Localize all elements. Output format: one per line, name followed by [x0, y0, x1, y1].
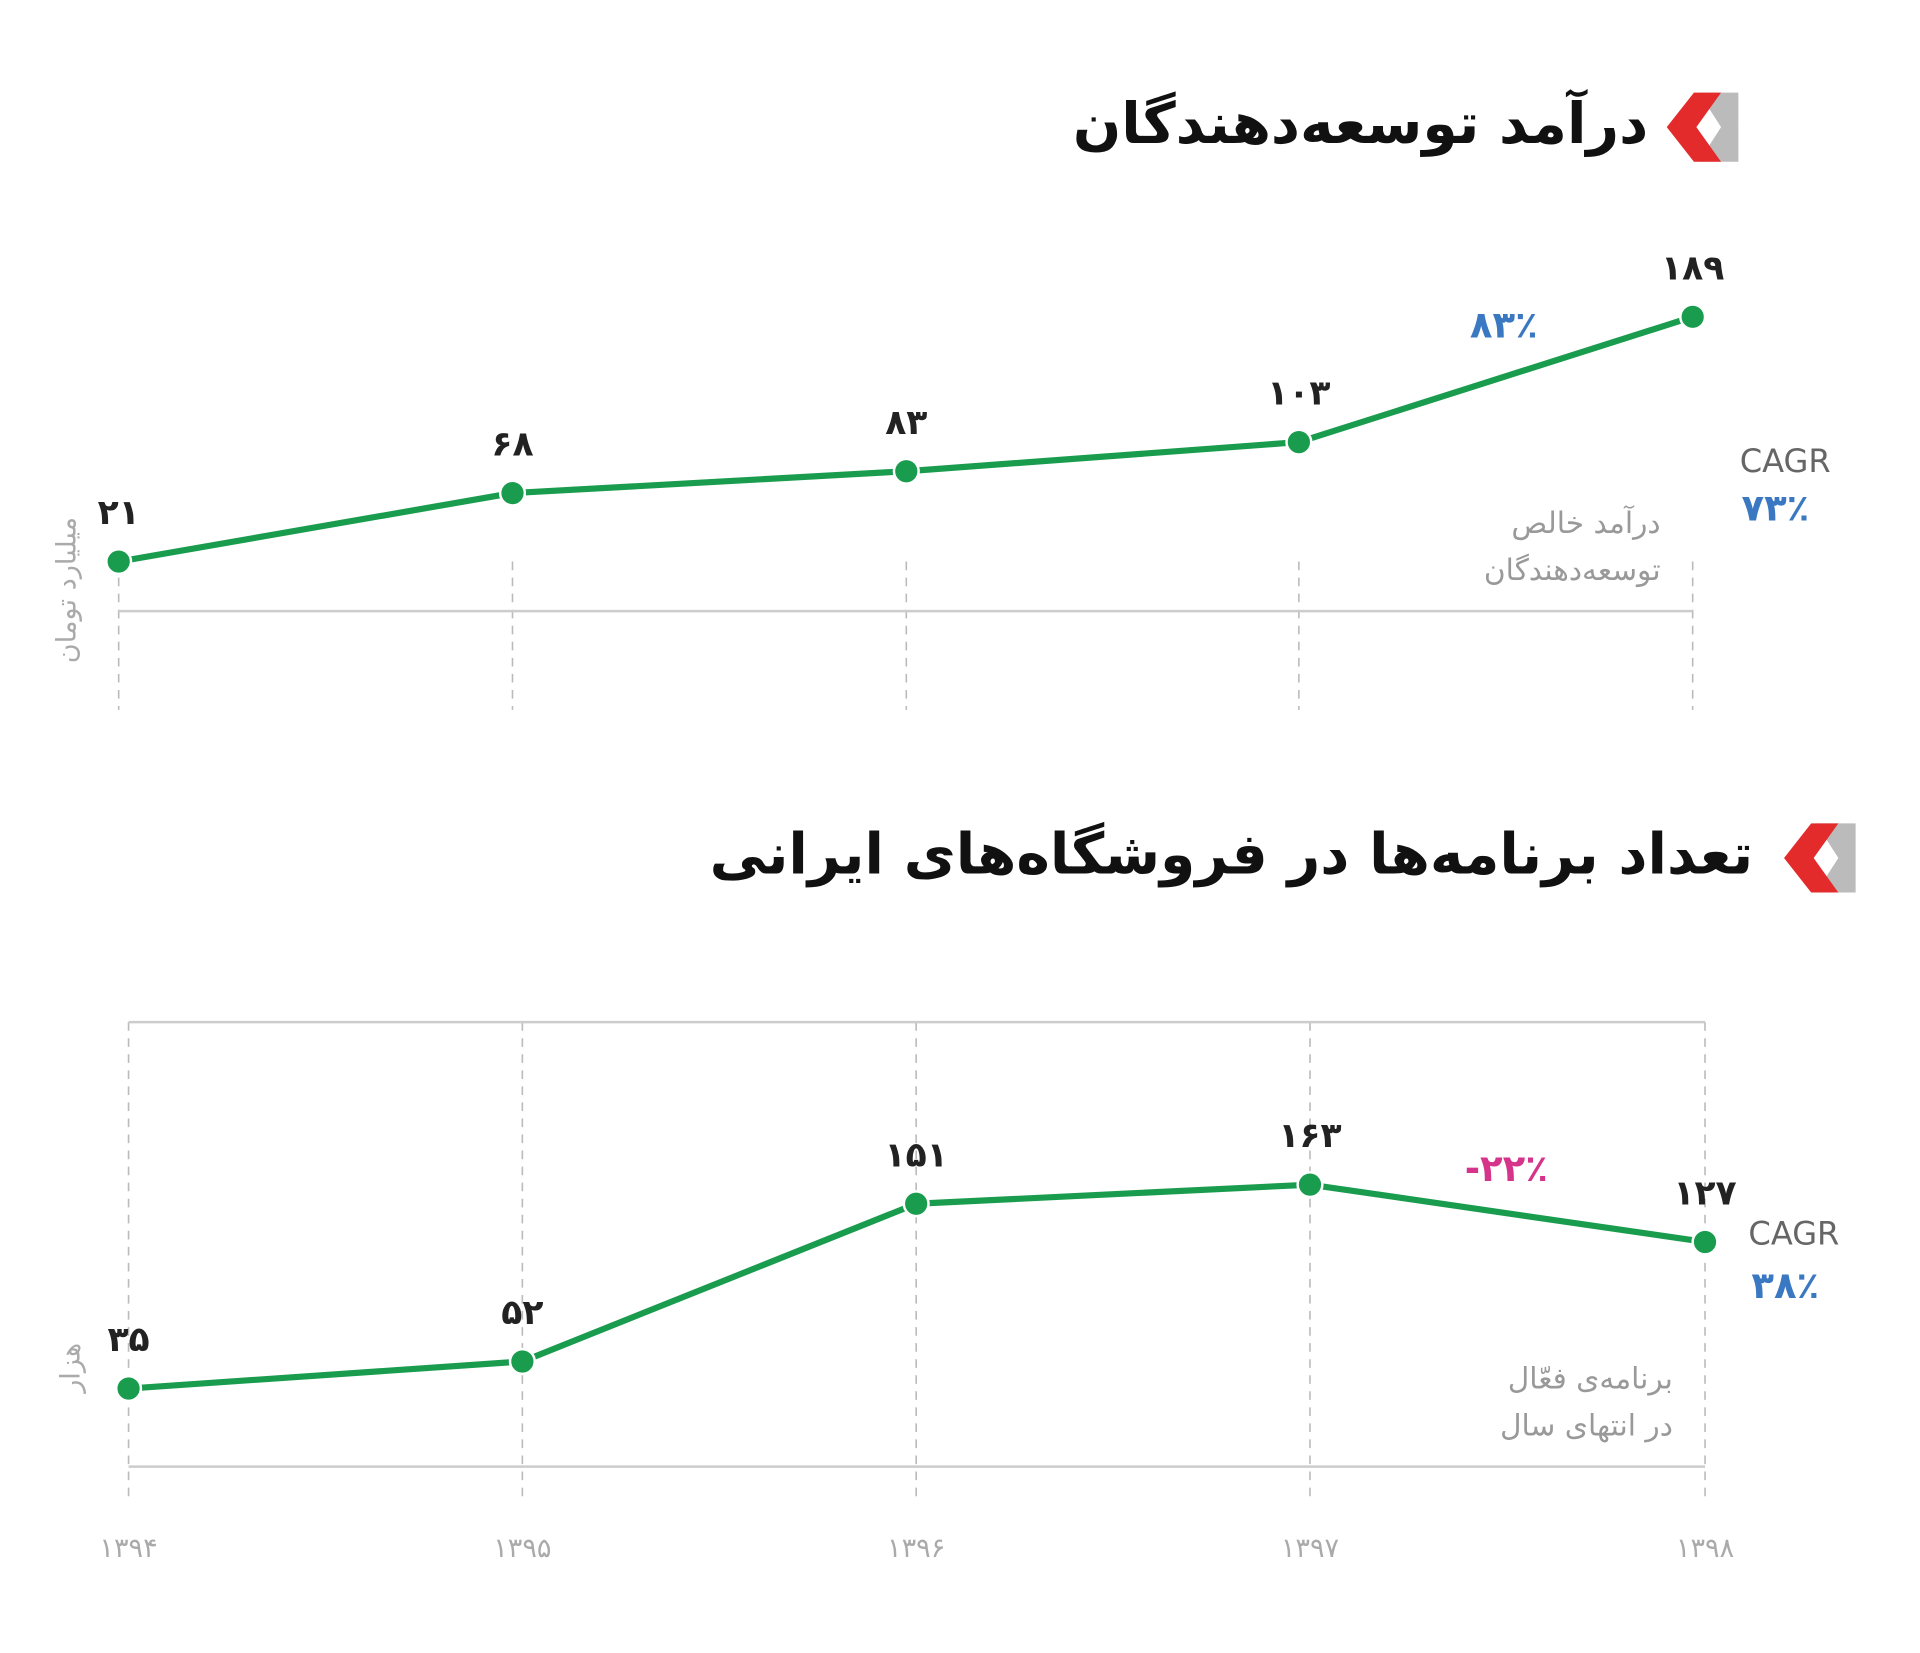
data-label: ۳۵	[107, 1320, 149, 1360]
data-label: ۸۳	[885, 403, 927, 443]
data-point	[1296, 1171, 1324, 1199]
series-description: درآمد خالص	[1511, 505, 1660, 540]
data-label: ۱۶۳	[1278, 1116, 1341, 1156]
series-description: برنامه‌ی فعّال	[1508, 1362, 1673, 1396]
chart-title: تعداد برنامه‌ها در فروشگاه‌های ایرانی	[710, 822, 1754, 888]
data-label: ۱۸۹	[1661, 248, 1724, 288]
data-point	[1691, 1228, 1719, 1256]
growth-label: ۸۳٪	[1470, 304, 1538, 347]
data-label: ۲۱	[98, 493, 140, 533]
cagr-label: CAGR	[1740, 442, 1831, 480]
chart-title: درآمد توسعه‌دهندگان	[1073, 89, 1648, 157]
data-point	[902, 1190, 930, 1218]
title-icon	[1666, 92, 1722, 162]
growth-label: -۲۲٪	[1465, 1147, 1548, 1190]
data-point	[1285, 428, 1313, 456]
data-point	[498, 479, 527, 507]
data-label: ۱۲۷	[1673, 1174, 1736, 1214]
title-icon-back	[1698, 92, 1739, 162]
x-tick-label: ۱۳۹۶	[887, 1533, 945, 1564]
data-label: ۵۲	[501, 1293, 543, 1333]
data-point	[105, 547, 133, 576]
data-point	[1679, 303, 1707, 331]
x-tick-label: ۱۳۹۵	[493, 1533, 551, 1564]
x-tick-label: ۱۳۹۴	[99, 1533, 157, 1564]
cagr-value: ۷۳٪	[1741, 486, 1809, 529]
data-label: ۱۵۱	[885, 1135, 948, 1175]
series-description: توسعه‌دهندگان	[1484, 553, 1661, 587]
y-axis-label: میلیارد تومان	[52, 517, 83, 663]
x-tick-label: ۱۳۹۸	[1676, 1533, 1734, 1564]
y-axis-label: هزار	[55, 1343, 86, 1395]
data-point	[114, 1374, 143, 1403]
data-label: ۱۰۳	[1267, 374, 1330, 414]
title-icon	[1784, 823, 1839, 893]
cagr-label: CAGR	[1748, 1215, 1839, 1253]
data-point	[892, 457, 920, 485]
cagr-value: ۳۸٪	[1751, 1264, 1819, 1307]
series-description: در انتهای سال	[1500, 1409, 1673, 1443]
data-label: ۶۸	[491, 425, 533, 465]
data-point	[508, 1347, 536, 1376]
x-tick-label: ۱۳۹۷	[1281, 1533, 1339, 1564]
title-icon-back	[1816, 823, 1856, 893]
